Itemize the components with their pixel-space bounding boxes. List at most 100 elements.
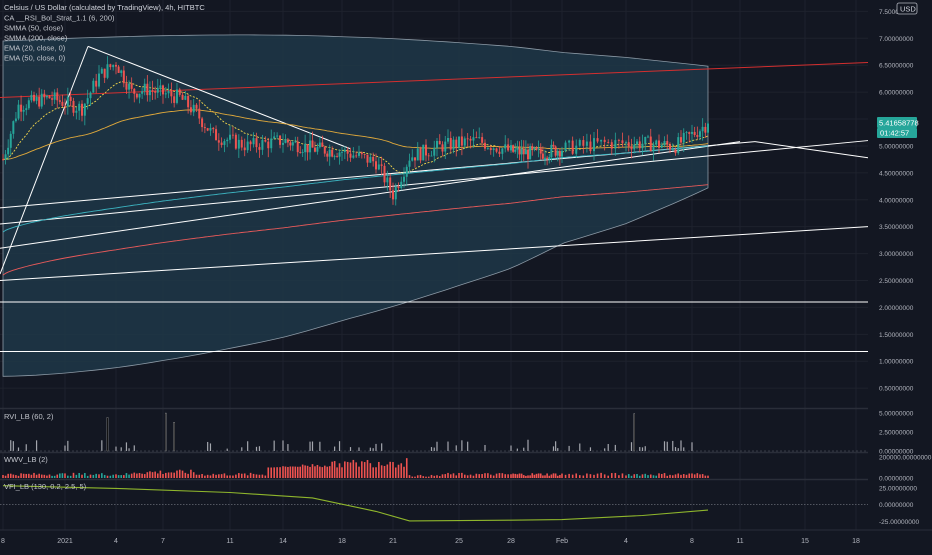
time-axis-bg[interactable] xyxy=(0,530,932,550)
wwv-bar xyxy=(441,474,444,478)
candle-body xyxy=(341,151,343,153)
wwv-bar xyxy=(458,472,460,478)
candle-body xyxy=(81,103,83,116)
candle-body xyxy=(531,146,534,150)
wwv-bar xyxy=(452,473,455,478)
wwv-bar xyxy=(680,474,682,478)
candle-body xyxy=(554,146,557,156)
wwv-bar xyxy=(561,473,563,478)
wwv-bar xyxy=(548,475,551,478)
rvi-bar xyxy=(552,446,555,451)
rvi-bar xyxy=(527,439,529,451)
candle-body xyxy=(658,140,660,148)
wwv-bar xyxy=(226,475,229,478)
wwv-bar xyxy=(593,474,595,478)
candle-body xyxy=(411,157,414,161)
wwv-bar xyxy=(366,460,369,478)
candle-body xyxy=(510,145,512,151)
currency-badge-label: USD xyxy=(900,5,916,14)
price-axis-ticks[interactable]: 7.50000000 7.00000000 6.50000000 6.00000000… xyxy=(879,9,932,526)
wwv-bar xyxy=(685,474,688,478)
candle-body xyxy=(360,152,363,155)
wwv-bar xyxy=(578,475,581,478)
wwv-bar xyxy=(170,472,173,478)
wwv-bar xyxy=(433,475,436,478)
indicator-label-0[interactable]: CA __RSI_Bol_Strat_1.1 (6, 200) xyxy=(4,14,115,23)
wwv-bar xyxy=(192,472,195,478)
wwv-bar xyxy=(323,465,326,478)
vfi-pane-title[interactable]: VFI_LB (130, 0.2, 2.5, 5) xyxy=(4,482,87,491)
candle-body xyxy=(603,139,606,143)
rvi-bar xyxy=(677,448,679,451)
wwv-bar xyxy=(20,473,22,478)
price-axis-bg[interactable] xyxy=(868,0,932,530)
candle-body xyxy=(397,186,400,188)
candle-body xyxy=(463,138,466,146)
candle-body xyxy=(331,149,334,157)
candle-body xyxy=(95,80,98,87)
rvi-bar xyxy=(691,442,693,451)
rvi-bar xyxy=(663,441,666,451)
indicator-label-2[interactable]: SMMA (200, close) xyxy=(4,34,68,43)
wwv-pane-title[interactable]: WWV_LB (2) xyxy=(4,455,48,464)
candle-body xyxy=(486,148,489,149)
time-axis-label: 4 xyxy=(114,538,118,545)
wwv-bar xyxy=(220,474,223,478)
candle-body xyxy=(141,91,144,94)
candle-body xyxy=(352,155,355,158)
candle-body xyxy=(375,161,377,170)
wwv-bar xyxy=(346,461,349,478)
wwv-bar xyxy=(556,475,559,478)
wwv-bar xyxy=(204,475,206,478)
wwv-bar xyxy=(512,473,514,478)
wwv-bar xyxy=(33,472,35,478)
rvi-bar xyxy=(358,447,360,451)
countdown-tag-bg xyxy=(877,128,917,138)
indicator-label-1[interactable]: SMMA (50, close) xyxy=(4,24,64,33)
wwv-bar xyxy=(246,475,249,478)
candle-body xyxy=(556,151,559,156)
candle-body xyxy=(422,144,425,161)
candle-body xyxy=(192,104,195,113)
wwv-bar xyxy=(600,472,602,478)
wwv-bar xyxy=(677,473,680,478)
time-axis-label: 11 xyxy=(736,538,743,545)
candle-body xyxy=(458,136,460,148)
currency-badge[interactable]: USD xyxy=(896,2,918,15)
candle-body xyxy=(514,149,517,152)
rvi-bar xyxy=(641,447,644,451)
candle-body xyxy=(311,140,314,148)
wwv-bar xyxy=(69,475,72,478)
rvi-bar xyxy=(282,440,284,451)
wwv-bar xyxy=(333,461,336,478)
vfi-axis-label: 25.00000000 xyxy=(879,485,917,492)
candlesticks[interactable] xyxy=(2,56,709,206)
wwv-bar xyxy=(455,475,458,478)
wwv-bar xyxy=(328,466,331,478)
time-axis-ticks[interactable]: 8 2021 4 7 11 14 18 21 25 28 Feb 4 8 11 15 18 xyxy=(1,538,860,545)
candle-body xyxy=(58,100,61,102)
rvi-bar xyxy=(630,442,633,451)
wwv-bar xyxy=(304,465,306,478)
candle-body xyxy=(146,83,149,96)
wwv-bar xyxy=(2,474,4,478)
rvi-bar xyxy=(255,446,258,451)
candle-body xyxy=(593,138,595,152)
candle-body xyxy=(537,148,540,150)
wwv-bar xyxy=(319,466,321,478)
candle-body xyxy=(243,147,246,151)
wwv-bar xyxy=(492,475,495,478)
candle-body xyxy=(306,144,309,153)
rvi-pane-title[interactable]: RVI_LB (60, 2) xyxy=(4,412,54,421)
wwv-bar xyxy=(542,475,544,478)
candle-body xyxy=(323,146,326,154)
candle-body xyxy=(181,94,184,100)
indicator-label-3[interactable]: EMA (20, close, 0) xyxy=(4,44,66,53)
wwv-bar xyxy=(176,470,178,478)
candle-body xyxy=(133,88,136,94)
indicator-label-4[interactable]: EMA (50, close, 0) xyxy=(4,54,66,63)
wwv-bar xyxy=(4,475,7,478)
wwv-bar xyxy=(419,474,422,478)
